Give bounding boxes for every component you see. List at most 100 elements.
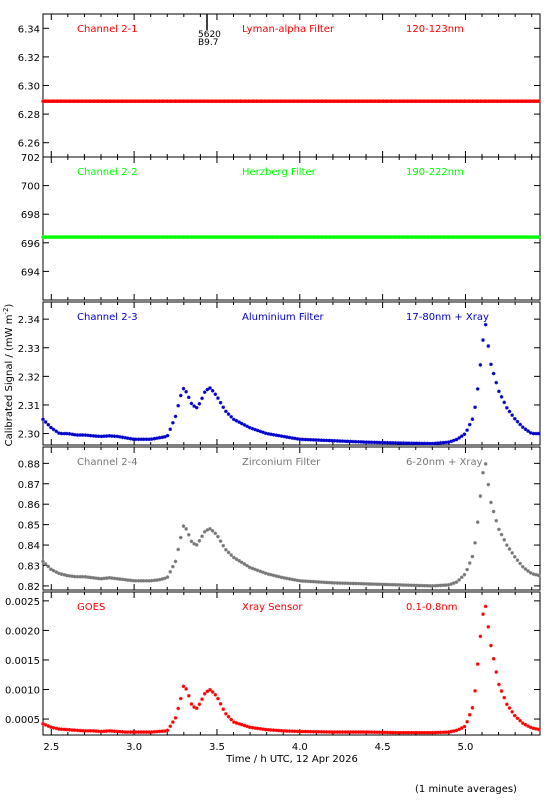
- data-point: [534, 572, 538, 577]
- data-point: [314, 438, 318, 442]
- data-point: [46, 724, 51, 728]
- data-point: [422, 730, 427, 735]
- data-point: [112, 434, 117, 439]
- data-point: [340, 581, 345, 585]
- data-point: [375, 582, 379, 587]
- data-point: [43, 562, 48, 566]
- data-point: [237, 558, 241, 563]
- data-point: [507, 547, 512, 551]
- data-point: [277, 728, 281, 733]
- data-point: [274, 433, 279, 438]
- data-point: [189, 702, 194, 706]
- data-point: [240, 560, 244, 565]
- data-point: [364, 730, 369, 734]
- data-point: [99, 729, 104, 734]
- data-point: [266, 432, 271, 436]
- data-point: [298, 729, 302, 734]
- data-point: [513, 417, 517, 421]
- data-point: [94, 729, 98, 733]
- data-point: [338, 439, 342, 443]
- data-point: [436, 583, 440, 588]
- data-point: [404, 583, 408, 587]
- data-point: [534, 431, 538, 436]
- data-point: [314, 580, 318, 584]
- data-point: [359, 440, 363, 444]
- data-point: [430, 730, 435, 735]
- data-point: [298, 579, 302, 583]
- y-tick-label: 6.32: [18, 53, 40, 64]
- data-point: [457, 578, 461, 582]
- panel-frame: [42, 156, 541, 301]
- data-point: [412, 583, 416, 588]
- data-point: [531, 572, 536, 576]
- data-point: [266, 728, 271, 732]
- data-point: [59, 431, 64, 436]
- data-point: [73, 574, 77, 579]
- data-point: [409, 730, 414, 735]
- data-point: [157, 729, 162, 734]
- data-point: [173, 559, 178, 564]
- data-point: [420, 583, 424, 588]
- data-point: [208, 687, 212, 692]
- data-point: [131, 730, 135, 734]
- data-point: [237, 420, 241, 424]
- data-point: [261, 727, 265, 731]
- data-point: [473, 405, 477, 410]
- data-point: [197, 702, 202, 707]
- panel-4: 0.82 0.83 0.84 0.85 0.86 0.87 0.88 Channel 2-4 Z…: [18, 446, 541, 593]
- data-point: [319, 580, 324, 584]
- data-point: [359, 581, 363, 586]
- data-point: [348, 581, 353, 586]
- data-point: [369, 582, 374, 586]
- data-point: [356, 581, 361, 586]
- data-point: [110, 729, 114, 733]
- data-point: [449, 439, 454, 444]
- data-point: [433, 441, 438, 446]
- y-tick-label: 6.34: [18, 24, 40, 35]
- data-point: [112, 576, 117, 581]
- data-point: [75, 433, 80, 437]
- data-point: [194, 706, 199, 711]
- data-point: [436, 730, 440, 735]
- data-point: [232, 555, 236, 560]
- data-point: [80, 433, 85, 437]
- panel-header-left: Channel 2-1: [77, 24, 138, 35]
- data-point: [102, 576, 106, 581]
- data-point: [205, 689, 210, 694]
- data-point: [59, 727, 64, 732]
- data-point: [160, 577, 165, 581]
- data-point: [43, 420, 48, 424]
- data-point: [385, 730, 390, 735]
- data-point: [523, 567, 528, 571]
- data-point: [46, 564, 51, 569]
- data-point: [330, 580, 334, 585]
- data-point: [192, 542, 196, 546]
- data-point: [518, 422, 522, 427]
- data-point: [232, 720, 236, 724]
- data-point: [112, 729, 117, 734]
- data-point: [518, 561, 522, 566]
- data-point: [505, 543, 509, 547]
- data-point: [436, 441, 440, 445]
- data-point: [467, 712, 472, 717]
- data-point: [240, 722, 244, 727]
- data-point: [269, 572, 273, 577]
- data-point: [483, 322, 488, 327]
- data-point: [216, 396, 220, 400]
- data-point: [165, 433, 170, 438]
- data-point: [513, 713, 517, 718]
- data-point: [176, 547, 180, 552]
- data-point: [126, 436, 130, 440]
- data-point: [261, 570, 265, 575]
- data-point: [120, 577, 125, 582]
- y-tick-label: 0.0005: [5, 715, 40, 726]
- y-axis-label-main: Calibrated Signal / (mW m: [4, 315, 15, 447]
- data-point: [343, 730, 347, 734]
- data-point: [293, 729, 297, 734]
- data-point: [293, 578, 297, 582]
- data-point: [181, 684, 186, 689]
- data-point: [285, 435, 289, 439]
- data-point: [279, 728, 284, 733]
- data-point: [250, 426, 255, 431]
- data-point: [417, 441, 422, 446]
